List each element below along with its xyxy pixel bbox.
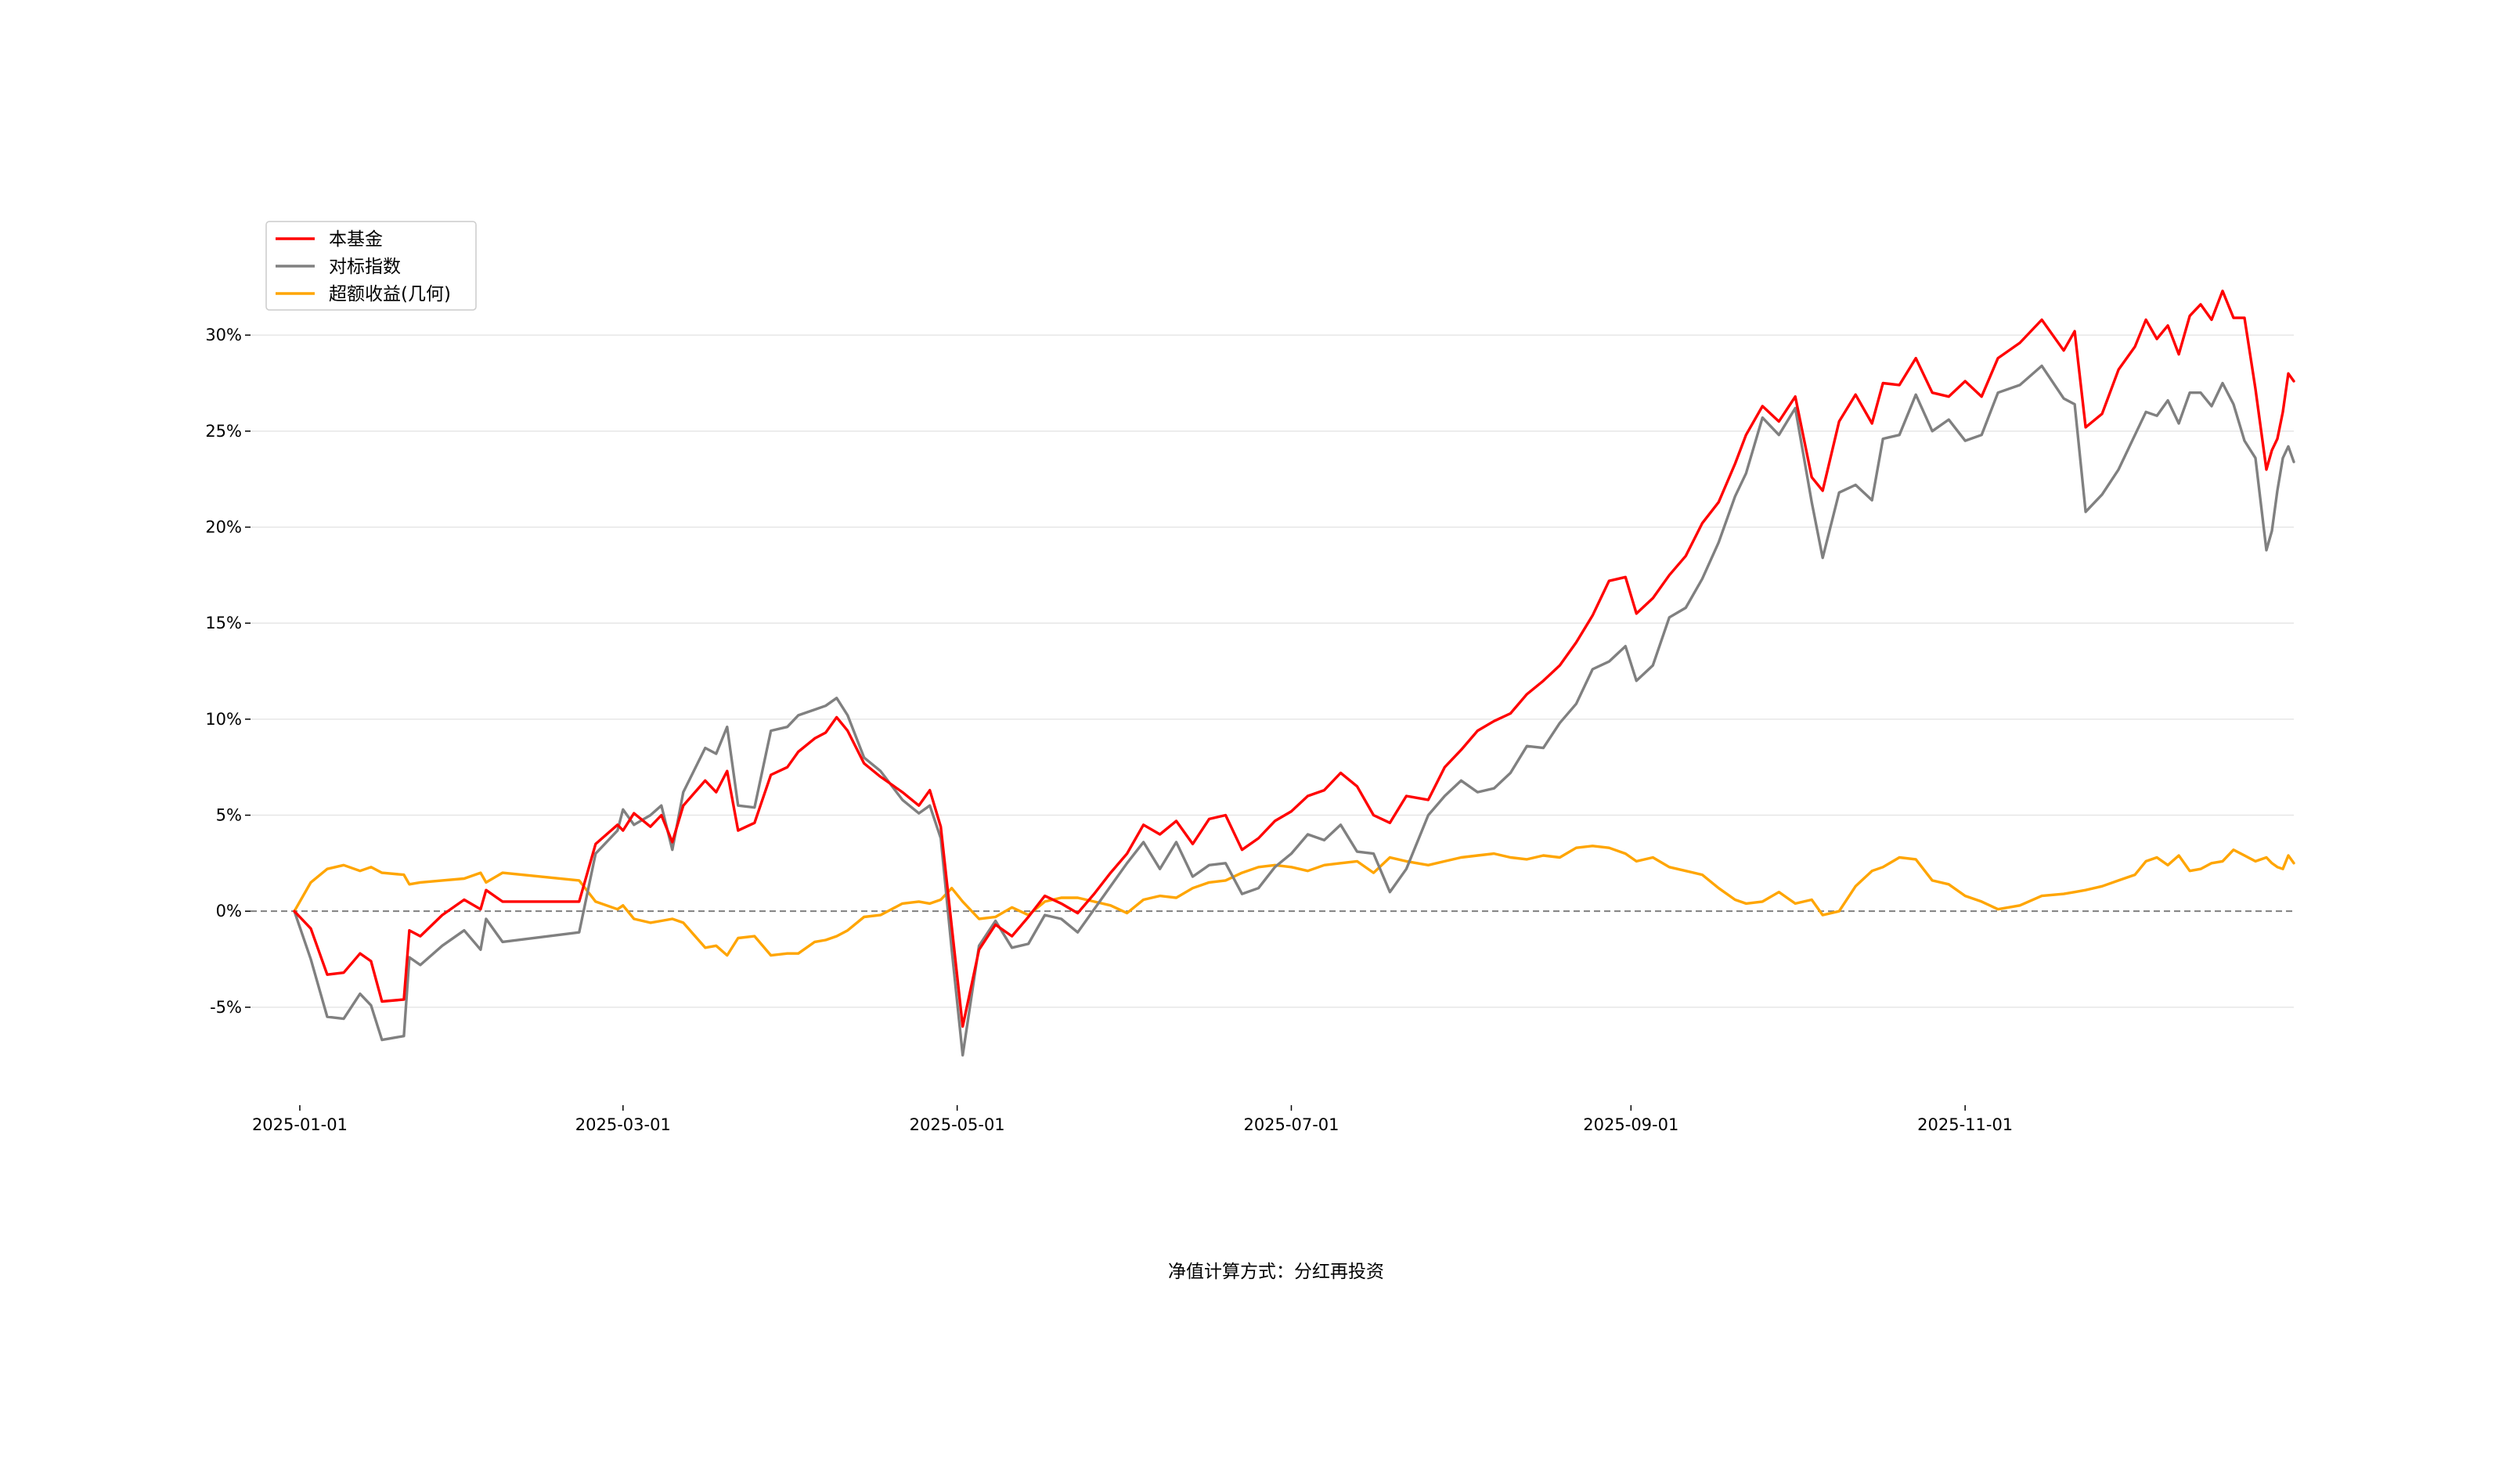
fund-series-line [293, 290, 2295, 1028]
x-tick-label: 2025-09-01 [1583, 1115, 1678, 1134]
y-tick-label: 15% [205, 614, 242, 632]
legend-item-excess: 超额收益(几何) [276, 284, 451, 304]
y-tick-label: 0% [216, 902, 242, 920]
y-tick-label: -5% [210, 998, 242, 1017]
series-lines [293, 290, 2295, 1057]
legend-label: 对标指数 [329, 257, 401, 277]
legend-item-fund: 本基金 [276, 229, 383, 250]
nav-method-note: 净值计算方式：分红再投资 [1168, 1262, 1384, 1282]
grid-lines [251, 334, 2294, 1008]
y-tick-label: 10% [205, 710, 242, 729]
legend-box [265, 221, 477, 311]
y-tick-label: 20% [205, 517, 242, 536]
x-tick-label: 2025-05-01 [910, 1115, 1005, 1134]
x-tick-label: 2025-03-01 [575, 1115, 671, 1134]
excess-return-series-line [293, 845, 2295, 957]
x-axis-ticks: 2025-01-01 2025-03-01 2025-05-01 2025-07-01… [252, 1105, 2013, 1134]
y-tick-label: 25% [205, 422, 242, 441]
y-tick-label: 5% [216, 806, 242, 825]
x-tick-label: 2025-01-01 [252, 1115, 348, 1134]
x-tick-label: 2025-11-01 [1917, 1115, 2013, 1134]
x-tick-label: 2025-07-01 [1243, 1115, 1339, 1134]
y-tick-label: 30% [205, 326, 242, 344]
legend-label: 本基金 [329, 229, 383, 250]
legend-item-benchmark: 对标指数 [276, 257, 401, 277]
y-axis-ticks: -5% 0% 5% 10% 15% 20% 25% 30% [205, 326, 251, 1017]
benchmark-series-line [293, 364, 2295, 1057]
legend-label: 超额收益(几何) [329, 284, 451, 304]
